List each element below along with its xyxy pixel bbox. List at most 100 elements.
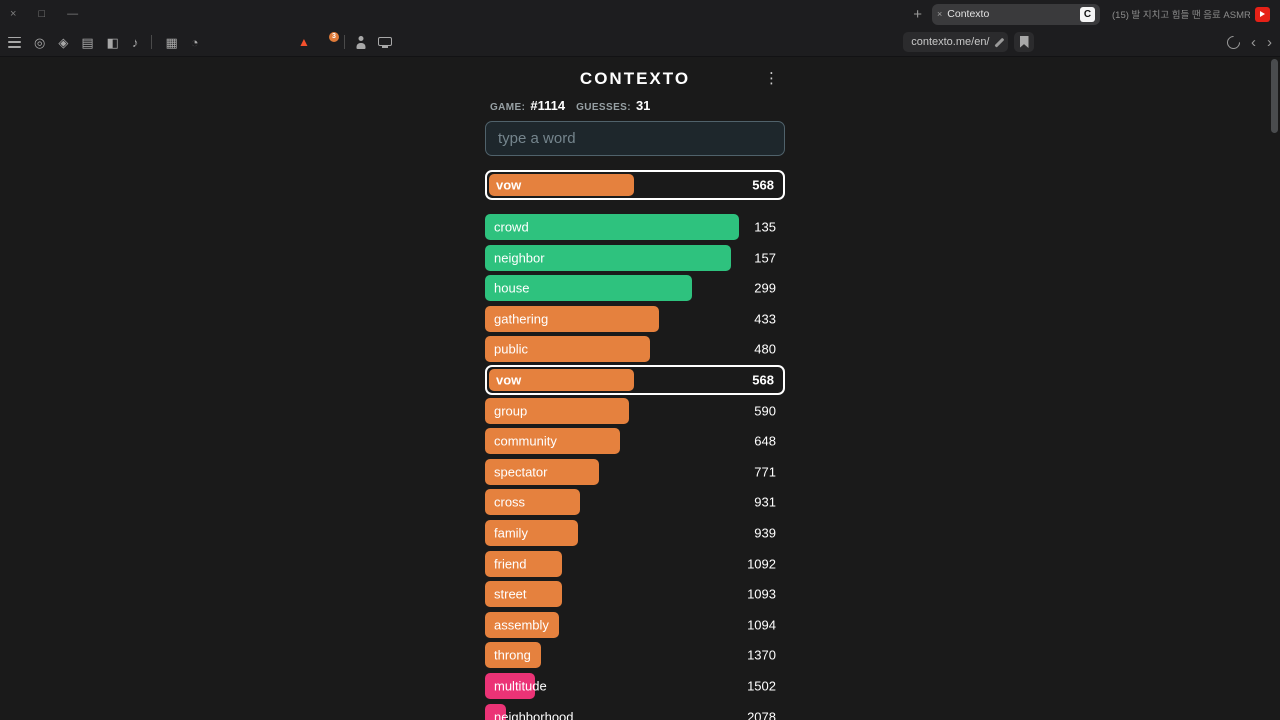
restore-window-icon[interactable]: □ — [38, 8, 46, 20]
guess-bar — [485, 519, 578, 546]
kebab-menu-icon[interactable]: ⋮ — [764, 70, 779, 87]
guess-word: cross — [494, 494, 526, 510]
url-text: contexto.me/en/ — [911, 36, 990, 48]
music-icon[interactable]: ♪ — [131, 34, 139, 50]
guess-rank: 2078 — [747, 709, 776, 720]
sidebar-icon[interactable]: ◧ — [106, 34, 119, 50]
tab-contexto[interactable]: × Contexto C — [932, 3, 1100, 25]
tab-close-icon[interactable]: × — [937, 9, 943, 19]
toolbar-extensions: ▲ 3 — [298, 28, 392, 56]
guess-bar — [485, 244, 731, 271]
edit-url-icon[interactable] — [993, 37, 1004, 47]
word-input[interactable] — [485, 121, 785, 156]
game-column: CONTEXTO ⋮ GAME: #1114 GUESSES: 31 vow 56… — [485, 57, 785, 720]
tab-strip: + × Contexto C (15) 발 지치고 힘들 땐 음료 ASMR로 — [913, 0, 1272, 28]
guess-word: friend — [494, 556, 527, 572]
guess-word: house — [494, 280, 530, 296]
guess-bar — [485, 611, 559, 638]
history-icon[interactable]: ◔ — [190, 34, 199, 50]
guess-word: assembly — [494, 617, 549, 633]
guess-row: vow 568 — [485, 170, 785, 200]
shield-icon[interactable]: 3 — [321, 31, 339, 49]
guess-word: family — [494, 525, 528, 541]
guess-bar — [485, 428, 620, 455]
guess-rank: 1370 — [747, 647, 776, 663]
guess-word: crowd — [494, 219, 529, 235]
guess-row: community 648 — [485, 428, 785, 455]
minimize-window-icon[interactable]: — — [67, 8, 79, 20]
titlebar: × □ — + × Contexto C (15) 발 지치고 힘들 땐 음료 … — [0, 0, 1280, 28]
bookmark-button[interactable] — [1014, 32, 1034, 52]
guess-bar — [489, 368, 635, 391]
guess-word: community — [494, 433, 557, 449]
refresh-icon[interactable] — [1224, 32, 1243, 52]
guess-bar — [485, 642, 541, 669]
guess-row: friend 1092 — [485, 550, 785, 577]
guess-row: multitude 1502 — [485, 672, 785, 699]
tab-youtube[interactable]: (15) 발 지치고 힘들 땐 음료 ASMR로 — [1110, 4, 1272, 25]
guess-row: gathering 433 — [485, 305, 785, 332]
tab-title: (15) 발 지치고 힘들 땐 음료 ASMR로 — [1112, 10, 1250, 21]
guess-bar — [489, 174, 635, 196]
guess-rank: 648 — [754, 433, 776, 449]
bookmark-icon — [1019, 36, 1029, 48]
guess-word: gathering — [494, 311, 549, 327]
back-chevron-icon[interactable]: ‹ — [1251, 33, 1256, 51]
guess-word: street — [494, 586, 527, 602]
screenshot-icon[interactable]: ▦ — [165, 34, 178, 50]
guess-rank: 1094 — [747, 617, 776, 633]
guess-rank: 135 — [754, 219, 776, 235]
guess-row: neighbor 157 — [485, 244, 785, 271]
guess-row: neighborhood 2078 — [485, 703, 785, 720]
guess-rank: 1502 — [747, 678, 776, 694]
guess-rank: 931 — [754, 494, 776, 510]
guess-rank: 157 — [754, 250, 776, 266]
guess-row: throng 1370 — [485, 642, 785, 669]
youtube-favicon — [1255, 6, 1270, 22]
toolbar-divider — [151, 35, 153, 49]
toolbar-left-icons: ◎ ◈ ▤ ◧ ♪ ▦ ◔ — [8, 28, 199, 56]
guess-rank: 939 — [754, 525, 776, 541]
monitor-icon[interactable] — [377, 36, 392, 48]
guess-bar — [485, 214, 739, 240]
guess-bar — [485, 703, 506, 720]
warning-triangle-icon[interactable]: ▲ — [298, 35, 310, 49]
guess-bar — [485, 489, 580, 516]
guess-rank: 1093 — [747, 586, 776, 602]
reader-icon[interactable]: ▤ — [81, 34, 94, 50]
profile-icon[interactable] — [356, 36, 367, 49]
guess-rank: 433 — [754, 311, 776, 327]
guess-word: public — [494, 341, 528, 357]
address-bar[interactable]: contexto.me/en/ — [903, 32, 1008, 52]
menu-icon[interactable] — [8, 36, 21, 48]
extensions-icon[interactable]: ◈ — [58, 34, 69, 50]
new-tab-button[interactable]: + — [913, 5, 922, 23]
window-controls: × □ — — [10, 0, 78, 28]
game-label: GAME: — [490, 102, 526, 113]
guess-bar — [485, 458, 599, 485]
guess-word: throng — [494, 647, 531, 663]
guess-word: multitude — [494, 678, 547, 694]
guess-row: assembly 1094 — [485, 611, 785, 638]
scrollbar-thumb[interactable] — [1271, 59, 1278, 133]
guess-rank: 299 — [754, 280, 776, 296]
close-window-icon[interactable]: × — [10, 8, 17, 20]
guess-rank: 590 — [754, 403, 776, 419]
guess-bar — [485, 305, 659, 332]
guess-rank: 568 — [752, 372, 774, 388]
game-number: #1114 — [530, 98, 566, 113]
game-info: GAME: #1114 GUESSES: 31 — [490, 98, 656, 113]
toolbar-divider — [343, 35, 345, 49]
guess-word: neighborhood — [494, 709, 574, 720]
guess-row: spectator 771 — [485, 458, 785, 485]
guess-word: vow — [496, 372, 522, 388]
guess-word: vow — [496, 177, 522, 193]
guess-word: neighbor — [494, 250, 545, 266]
shield-badge: 3 — [328, 31, 339, 42]
forward-chevron-icon[interactable]: › — [1267, 33, 1272, 51]
guess-rank: 771 — [754, 464, 776, 480]
pin-icon[interactable]: ◎ — [34, 34, 46, 50]
guess-row: house 299 — [485, 275, 785, 302]
guess-row: public 480 — [485, 336, 785, 363]
toolbar: ◎ ◈ ▤ ◧ ♪ ▦ ◔ ▲ 3 contexto.me/en/ — [0, 28, 1280, 57]
